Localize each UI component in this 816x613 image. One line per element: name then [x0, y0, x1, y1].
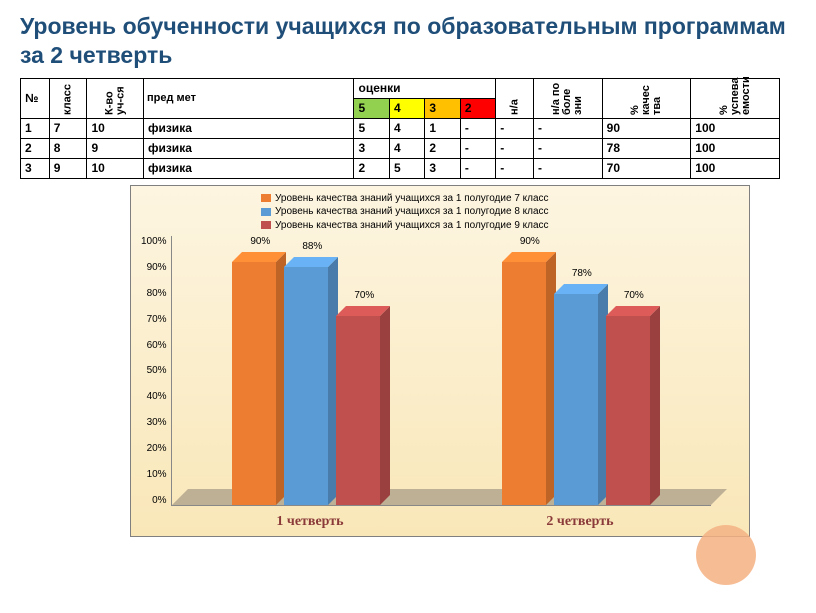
cell-quality: 70: [602, 158, 691, 178]
cell-subject: физика: [143, 158, 354, 178]
legend-label: Уровень качества знаний учащихся за 1 по…: [275, 205, 549, 219]
x-tick: 1 четверть: [175, 506, 445, 530]
legend-item: Уровень качества знаний учащихся за 1 по…: [261, 205, 739, 219]
cell-count: 10: [87, 158, 144, 178]
table-row: 3910физика253---70100: [21, 158, 780, 178]
bar: 70%: [606, 316, 650, 505]
y-axis: 100% 90% 80% 70% 60% 50% 40% 30% 20% 10% 0%: [141, 236, 171, 506]
col-g2: 2: [460, 98, 495, 118]
cell-na: -: [496, 118, 534, 138]
cell-g3: 2: [425, 138, 460, 158]
bar-group: 90%88%70%: [172, 236, 442, 505]
cell-g4: 4: [389, 118, 424, 138]
cell-progress: 100: [691, 138, 780, 158]
y-tick: 20%: [147, 443, 167, 454]
col-count: К-во уч-ся: [87, 78, 144, 118]
cell-class: 7: [49, 118, 87, 138]
chart-container: Уровень качества знаний учащихся за 1 по…: [130, 185, 750, 538]
y-tick: 40%: [147, 391, 167, 402]
cell-g5: 3: [354, 138, 389, 158]
bar: 70%: [336, 316, 380, 505]
cell-g2: -: [460, 118, 495, 138]
legend-swatch: [261, 194, 271, 202]
cell-g2: -: [460, 158, 495, 178]
legend-swatch: [261, 221, 271, 229]
cell-g3: 1: [425, 118, 460, 138]
y-tick: 50%: [147, 365, 167, 376]
cell-na_ill: -: [533, 138, 602, 158]
cell-quality: 90: [602, 118, 691, 138]
table-header-row: № класс К-во уч-ся пред мет оценки н/а н…: [21, 78, 780, 98]
cell-num: 1: [21, 118, 50, 138]
bar-group: 90%78%70%: [441, 236, 711, 505]
bar: 90%: [232, 262, 276, 505]
bar: 88%: [284, 267, 328, 505]
bar-value-label: 70%: [342, 290, 386, 301]
bar: 78%: [554, 294, 598, 505]
col-grades: оценки: [354, 78, 496, 98]
col-g3: 3: [425, 98, 460, 118]
cell-na: -: [496, 138, 534, 158]
legend-swatch: [261, 208, 271, 216]
bar-value-label: 90%: [508, 236, 552, 247]
cell-quality: 78: [602, 138, 691, 158]
y-tick: 60%: [147, 340, 167, 351]
x-axis: 1 четверть2 четверть: [175, 506, 715, 530]
col-g4: 4: [389, 98, 424, 118]
col-subject: пред мет: [143, 78, 354, 118]
page-title: Уровень обученности учащихся по образова…: [20, 12, 796, 70]
cell-class: 9: [49, 158, 87, 178]
cell-g5: 5: [354, 118, 389, 138]
cell-g4: 5: [389, 158, 424, 178]
legend-label: Уровень качества знаний учащихся за 1 по…: [275, 192, 549, 206]
cell-g5: 2: [354, 158, 389, 178]
cell-na: -: [496, 158, 534, 178]
y-tick: 90%: [147, 262, 167, 273]
cell-num: 3: [21, 158, 50, 178]
cell-g2: -: [460, 138, 495, 158]
y-tick: 10%: [147, 469, 167, 480]
y-tick: 0%: [152, 495, 166, 506]
cell-count: 9: [87, 138, 144, 158]
col-class: класс: [49, 78, 87, 118]
cell-g4: 4: [389, 138, 424, 158]
cell-count: 10: [87, 118, 144, 138]
bar: 90%: [502, 262, 546, 505]
legend-item: Уровень качества знаний учащихся за 1 по…: [261, 192, 739, 206]
plot-area: 90%88%70%90%78%70%: [171, 236, 711, 506]
legend-item: Уровень качества знаний учащихся за 1 по…: [261, 219, 739, 233]
decoration-circle: [696, 525, 756, 585]
cell-na_ill: -: [533, 118, 602, 138]
col-quality: % качес тва: [602, 78, 691, 118]
legend-label: Уровень качества знаний учащихся за 1 по…: [275, 219, 549, 233]
y-tick: 80%: [147, 288, 167, 299]
cell-num: 2: [21, 138, 50, 158]
y-tick: 70%: [147, 314, 167, 325]
chart-legend: Уровень качества знаний учащихся за 1 по…: [261, 192, 739, 233]
col-na-ill: н/а по боле зни: [533, 78, 602, 118]
x-tick: 2 четверть: [445, 506, 715, 530]
bar-value-label: 90%: [238, 236, 282, 247]
bar-value-label: 70%: [612, 290, 656, 301]
col-num: №: [21, 78, 50, 118]
bar-value-label: 78%: [560, 268, 604, 279]
cell-progress: 100: [691, 158, 780, 178]
col-progress: % успева емости: [691, 78, 780, 118]
cell-g3: 3: [425, 158, 460, 178]
cell-subject: физика: [143, 138, 354, 158]
cell-progress: 100: [691, 118, 780, 138]
col-na: н/а: [496, 78, 534, 118]
y-tick: 100%: [141, 236, 167, 247]
col-g5: 5: [354, 98, 389, 118]
y-tick: 30%: [147, 417, 167, 428]
table-row: 1710физика541---90100: [21, 118, 780, 138]
cell-class: 8: [49, 138, 87, 158]
cell-na_ill: -: [533, 158, 602, 178]
data-table: № класс К-во уч-ся пред мет оценки н/а н…: [20, 78, 780, 179]
table-row: 289физика342---78100: [21, 138, 780, 158]
bar-value-label: 88%: [290, 241, 334, 252]
cell-subject: физика: [143, 118, 354, 138]
